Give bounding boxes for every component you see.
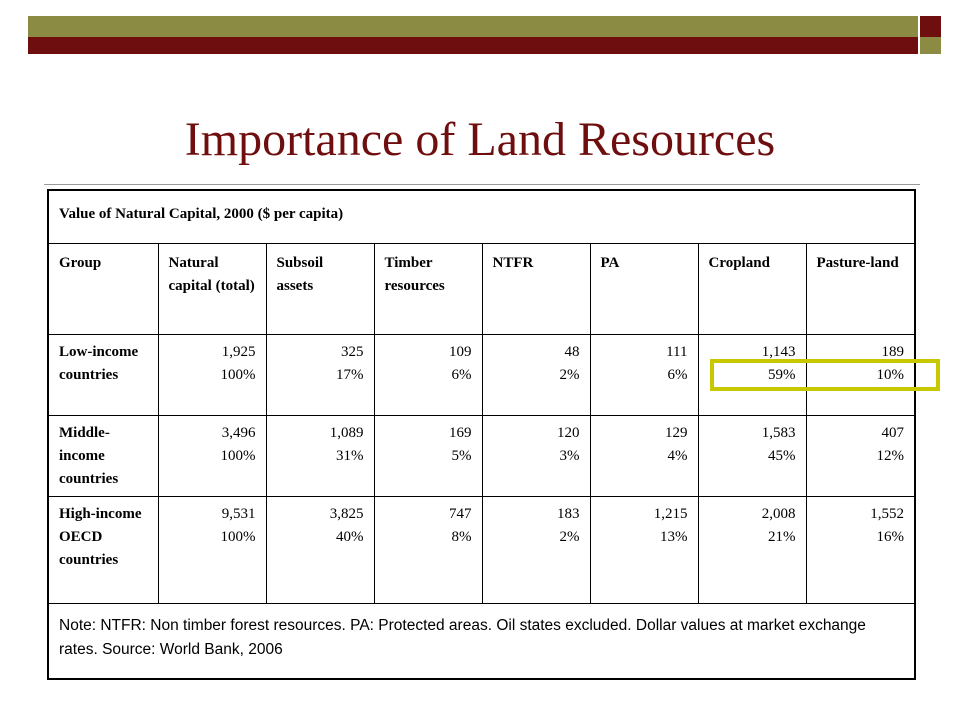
table-header-row: Group Natural capital (total) Subsoil as…	[47, 243, 916, 335]
header-bar-olive	[28, 16, 918, 37]
table-cell: 169 5%	[373, 415, 483, 497]
cell-value: 3,496	[221, 425, 256, 441]
cell-value: 1,925	[221, 344, 256, 360]
cell-value: 407	[881, 425, 905, 441]
table-cell: 189 10%	[805, 334, 916, 416]
cell-value: 9,531	[221, 506, 256, 522]
table-cell: 109 6%	[373, 334, 483, 416]
highlight-box	[710, 359, 940, 391]
cell-share: 100%	[220, 367, 256, 383]
table-cell: 120 3%	[481, 415, 591, 497]
cell-share: 10%	[876, 367, 905, 383]
table-cell: 407 12%	[805, 415, 916, 497]
cell-value: 48	[564, 344, 580, 360]
table-cell: 3,496 100%	[157, 415, 267, 497]
cell-value: 2,008	[761, 506, 796, 522]
cell-value: 111	[666, 344, 688, 360]
cell-share: 6%	[451, 367, 472, 383]
cell-value: 3,825	[329, 506, 364, 522]
table-row: Middle-income countries 3,496 100% 1,089 3…	[47, 415, 916, 497]
cell-share: 3%	[559, 448, 580, 464]
table-row: Low-income countries 1,925 100% 325 17% 10…	[47, 334, 916, 416]
cell-share: 21%	[768, 529, 796, 545]
slide-title: Importance of Land Resources	[184, 113, 776, 166]
table-cell: 2,008 21%	[697, 496, 807, 604]
column-header: Group	[47, 243, 159, 335]
cell-value: 129	[665, 425, 688, 441]
header-bar-maroon	[28, 37, 918, 54]
cell-value: 1,583	[761, 425, 796, 441]
title-divider	[44, 184, 920, 185]
cell-share: 59%	[768, 367, 796, 383]
cell-share: 4%	[667, 448, 688, 464]
cell-share: 45%	[768, 448, 796, 464]
cell-value: 120	[557, 425, 580, 441]
cell-share: 17%	[336, 367, 364, 383]
table-cell: 747 8%	[373, 496, 483, 604]
column-header: Subsoil assets	[265, 243, 375, 335]
cell-share: 16%	[876, 529, 905, 545]
column-header: NTFR	[481, 243, 591, 335]
table-row: High-income OECD countries 9,531 100% 3,8…	[47, 496, 916, 604]
table-cell: 111 6%	[589, 334, 699, 416]
cell-share: 2%	[559, 529, 580, 545]
table-cell: 325 17%	[265, 334, 375, 416]
column-header: Pasture-land	[805, 243, 916, 335]
table-cell: 48 2%	[481, 334, 591, 416]
table-cell: 129 4%	[589, 415, 699, 497]
row-group-label: Middle-income countries	[47, 415, 159, 497]
cell-value: 109	[449, 344, 472, 360]
table-cell: 9,531 100%	[157, 496, 267, 604]
column-header: Timber resources	[373, 243, 483, 335]
table-cell: 3,825 40%	[265, 496, 375, 604]
cell-share: 6%	[667, 367, 688, 383]
table-cell: 1,089 31%	[265, 415, 375, 497]
table-cell: 1,215 13%	[589, 496, 699, 604]
cell-share: 8%	[451, 529, 472, 545]
table-cell: 1,925 100%	[157, 334, 267, 416]
cell-share: 2%	[559, 367, 580, 383]
row-group-label: High-income OECD countries	[47, 496, 159, 604]
cell-value: 189	[881, 344, 905, 360]
table-cell: 1,552 16%	[805, 496, 916, 604]
cell-value: 183	[557, 506, 580, 522]
cell-share: 13%	[660, 529, 688, 545]
cell-value: 1,089	[329, 425, 364, 441]
cell-value: 1,552	[870, 506, 905, 522]
table-note: Note: NTFR: Non timber forest resources.…	[47, 603, 916, 680]
table-cell: 1,583 45%	[697, 415, 807, 497]
cell-value: 1,143	[761, 344, 796, 360]
column-header: Natural capital (total)	[157, 243, 267, 335]
column-header: PA	[589, 243, 699, 335]
table-caption: Value of Natural Capital, 2000 ($ per ca…	[47, 189, 916, 244]
header-square-maroon	[920, 16, 941, 37]
row-group-label: Low-income countries	[47, 334, 159, 416]
natural-capital-table: Value of Natural Capital, 2000 ($ per ca…	[47, 189, 917, 680]
header-square-olive	[920, 37, 941, 54]
cell-value: 325	[341, 344, 364, 360]
cell-value: 169	[449, 425, 472, 441]
cell-share: 12%	[876, 448, 905, 464]
cell-share: 5%	[451, 448, 472, 464]
cell-share: 100%	[220, 529, 256, 545]
cell-value: 747	[449, 506, 472, 522]
cell-value: 1,215	[653, 506, 688, 522]
cell-share: 40%	[336, 529, 364, 545]
cell-share: 100%	[220, 448, 256, 464]
column-header: Cropland	[697, 243, 807, 335]
table-cell: 183 2%	[481, 496, 591, 604]
cell-share: 31%	[336, 448, 364, 464]
